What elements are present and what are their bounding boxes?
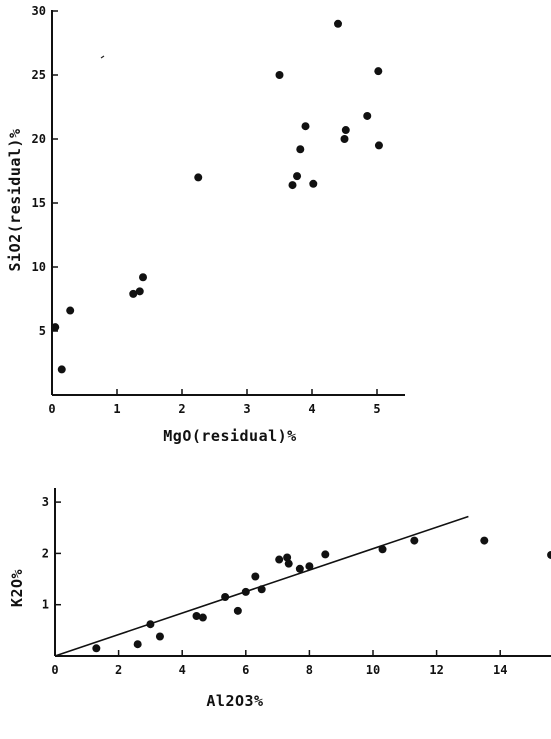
y-tick-label: 20 <box>32 132 46 146</box>
data-point <box>198 613 207 622</box>
data-point <box>480 536 489 545</box>
data-point <box>410 536 419 545</box>
data-point <box>305 562 314 571</box>
y-ticks: 1 2 3 <box>42 495 61 612</box>
x-tick-label: 0 <box>48 402 55 416</box>
y-tick-label: 5 <box>39 324 46 338</box>
y-tick-label: 3 <box>42 495 49 509</box>
data-point <box>135 287 144 296</box>
data-point <box>340 135 349 143</box>
data-point <box>363 111 372 120</box>
x-ticks: 0 2 4 6 8 10 12 14 <box>51 650 507 677</box>
data-point <box>378 545 387 554</box>
data-point <box>57 365 66 374</box>
x-tick-label: 12 <box>429 663 443 677</box>
x-tick-label: 3 <box>243 402 250 416</box>
data-point <box>547 550 551 559</box>
data-point <box>321 550 330 559</box>
data-points <box>92 536 551 653</box>
x-tick-label: 4 <box>179 663 186 677</box>
data-points <box>51 19 383 374</box>
data-point <box>146 620 155 629</box>
y-tick-label: 1 <box>42 598 49 612</box>
data-point <box>155 632 164 641</box>
data-point <box>284 559 293 568</box>
y-tick-label: 25 <box>32 68 46 82</box>
data-point <box>334 19 342 28</box>
data-point <box>309 179 318 188</box>
y-tick-label: 10 <box>32 260 46 274</box>
data-point <box>374 141 383 150</box>
x-tick-label: 0 <box>51 663 58 677</box>
data-point <box>275 71 284 79</box>
data-point <box>257 585 266 594</box>
data-point <box>341 126 350 135</box>
data-point <box>192 611 201 620</box>
data-point <box>374 67 383 76</box>
x-tick-label: 14 <box>493 663 507 677</box>
data-point <box>51 323 60 332</box>
data-point <box>241 587 250 596</box>
data-point <box>283 553 292 562</box>
plot-k2o-vs-al2o3: 0 2 4 6 8 10 12 14 123 Al2O3% K2O% <box>8 488 551 710</box>
data-point <box>66 306 75 315</box>
y-tick-label: 30 <box>32 4 46 18</box>
data-point <box>221 593 230 602</box>
x-tick-label: 2 <box>178 402 185 416</box>
data-point <box>275 555 284 564</box>
x-axis-title: Al2O3% <box>206 692 263 710</box>
x-tick-label: 6 <box>242 663 249 677</box>
y-tick-label: 2 <box>42 546 49 560</box>
x-tick-label: 4 <box>308 402 315 416</box>
data-point <box>293 172 302 181</box>
x-axis-title: MgO(residual)% <box>163 427 296 445</box>
y-axis-title: SiO2(residual)% <box>6 129 24 272</box>
data-point <box>288 181 297 190</box>
x-tick-label: 2 <box>115 663 122 677</box>
plot-sio2-vs-mgo: 0 1 2 3 4 5 5 10 15 20 25 30 MgO(residual)% SiO2(r… <box>6 4 405 445</box>
data-point <box>139 273 147 282</box>
y-tick-label: 15 <box>32 196 46 210</box>
stray-mark <box>100 55 105 59</box>
x-ticks: 0 1 2 3 4 5 <box>48 389 381 416</box>
x-tick-label: 8 <box>306 663 313 677</box>
data-point <box>233 606 242 615</box>
x-tick-label: 1 <box>113 402 120 416</box>
y-axis-title: K2O% <box>8 569 26 607</box>
x-tick-label: 5 <box>373 402 380 416</box>
data-point <box>251 572 260 581</box>
data-point <box>296 145 305 154</box>
x-tick-label: 10 <box>366 663 380 677</box>
data-point <box>92 644 101 653</box>
data-point <box>194 173 203 182</box>
data-point <box>295 564 304 573</box>
data-point <box>301 122 310 131</box>
data-point <box>129 289 138 298</box>
data-point <box>133 640 142 649</box>
y-ticks: 5 10 15 20 25 30 <box>32 4 58 338</box>
